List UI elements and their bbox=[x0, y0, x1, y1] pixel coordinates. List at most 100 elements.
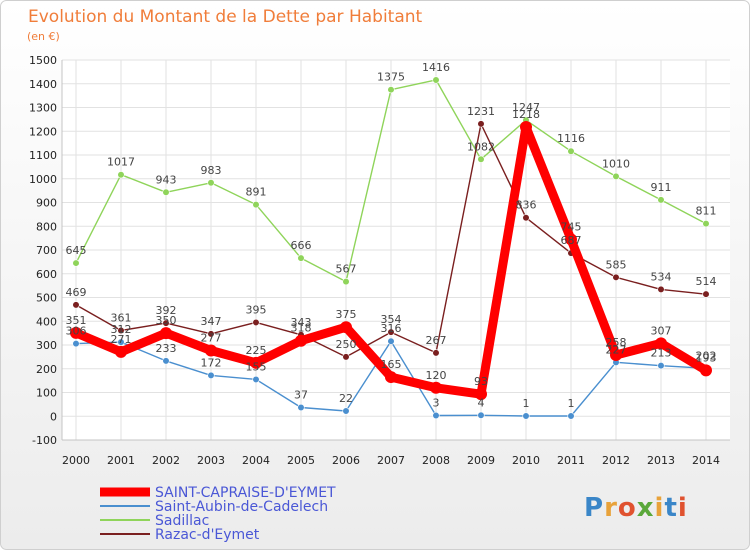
data-point bbox=[387, 328, 395, 336]
data-label: 350 bbox=[156, 314, 177, 327]
data-point bbox=[160, 327, 172, 340]
data-label: 585 bbox=[606, 258, 627, 271]
proxiti-logo: Proxiti bbox=[584, 493, 688, 523]
data-label: 316 bbox=[381, 322, 402, 335]
data-point bbox=[162, 319, 170, 327]
data-point bbox=[522, 412, 530, 420]
data-point bbox=[702, 220, 710, 228]
x-tick-label: 2007 bbox=[377, 454, 405, 467]
data-label: 1017 bbox=[107, 156, 135, 169]
x-tick-label: 2005 bbox=[287, 454, 315, 467]
data-point bbox=[162, 188, 170, 196]
y-tick-label: 0 bbox=[50, 410, 57, 423]
chart-subtitle: (en €) bbox=[27, 30, 60, 43]
data-point bbox=[207, 330, 215, 338]
data-label: 354 bbox=[381, 313, 402, 326]
data-label: 1218 bbox=[512, 108, 540, 121]
data-label: 22 bbox=[339, 392, 353, 405]
data-point bbox=[115, 345, 127, 358]
data-point bbox=[520, 120, 532, 133]
data-point bbox=[477, 120, 485, 128]
x-tick-label: 2010 bbox=[512, 454, 540, 467]
y-tick-label: 700 bbox=[36, 244, 57, 257]
data-label: 343 bbox=[291, 316, 312, 329]
x-tick-label: 2000 bbox=[62, 454, 90, 467]
data-label: 666 bbox=[291, 239, 312, 252]
data-label: 1375 bbox=[377, 71, 405, 84]
data-point bbox=[432, 349, 440, 357]
y-tick-label: 300 bbox=[36, 339, 57, 352]
y-tick-label: 200 bbox=[36, 363, 57, 376]
data-point bbox=[385, 371, 397, 384]
data-label: 1247 bbox=[512, 101, 540, 114]
data-point bbox=[610, 348, 622, 361]
data-point bbox=[205, 344, 217, 357]
x-tick-label: 2003 bbox=[197, 454, 225, 467]
x-tick-label: 2009 bbox=[467, 454, 495, 467]
logo-text: Proxiti bbox=[584, 493, 688, 523]
data-label: 514 bbox=[696, 275, 717, 288]
data-point bbox=[612, 273, 620, 281]
data-point bbox=[207, 179, 215, 187]
y-tick-label: 1400 bbox=[29, 78, 57, 91]
data-label: 687 bbox=[561, 234, 582, 247]
chart-title: Evolution du Montant de la Dette par Hab… bbox=[28, 7, 423, 27]
data-label: 172 bbox=[201, 356, 222, 369]
data-point bbox=[477, 155, 485, 163]
data-point bbox=[207, 371, 215, 380]
data-point bbox=[565, 233, 577, 246]
data-label: 645 bbox=[66, 244, 87, 257]
data-label: 227 bbox=[606, 343, 627, 356]
data-label: 1 bbox=[523, 397, 530, 410]
x-tick-label: 2006 bbox=[332, 454, 360, 467]
data-point bbox=[70, 326, 82, 339]
data-point bbox=[117, 338, 125, 346]
data-label: 37 bbox=[294, 388, 308, 401]
y-tick-label: 800 bbox=[36, 220, 57, 233]
data-point bbox=[475, 388, 487, 401]
data-label: 911 bbox=[651, 181, 672, 194]
x-tick-label: 2014 bbox=[692, 454, 720, 467]
data-point bbox=[295, 334, 307, 347]
data-point bbox=[252, 375, 260, 384]
data-point bbox=[387, 337, 395, 345]
series-lines bbox=[70, 76, 712, 420]
x-tick-label: 2001 bbox=[107, 454, 135, 467]
data-label: 469 bbox=[66, 286, 87, 299]
y-tick-label: 900 bbox=[36, 197, 57, 210]
y-tick-label: 1100 bbox=[29, 149, 57, 162]
data-point bbox=[567, 412, 575, 420]
legend-label: Sadillac bbox=[155, 513, 209, 529]
y-tick-label: 1000 bbox=[29, 173, 57, 186]
data-point bbox=[252, 318, 260, 327]
data-label: 1231 bbox=[467, 105, 495, 118]
legend: SAINT-CAPRAISE-D'EYMETSaint-Aubin-de-Cad… bbox=[100, 485, 336, 543]
data-label: 271 bbox=[111, 333, 132, 346]
data-label: 213 bbox=[651, 347, 672, 360]
legend-label: Saint-Aubin-de-Cadelech bbox=[155, 499, 328, 515]
data-label: 891 bbox=[246, 186, 267, 199]
data-point bbox=[657, 362, 665, 370]
data-point bbox=[702, 290, 710, 298]
data-label: 307 bbox=[651, 324, 672, 337]
data-point bbox=[657, 196, 665, 204]
data-label: 745 bbox=[561, 220, 582, 233]
data-label: 277 bbox=[201, 331, 222, 344]
data-label: 318 bbox=[291, 322, 312, 335]
data-point bbox=[72, 339, 80, 348]
data-label: 347 bbox=[201, 315, 222, 328]
data-point bbox=[477, 411, 485, 419]
x-tick-label: 2004 bbox=[242, 454, 270, 467]
y-tick-label: 1500 bbox=[29, 54, 57, 67]
data-label: 267 bbox=[426, 334, 447, 347]
y-tick-label: -100 bbox=[32, 434, 57, 447]
data-point bbox=[117, 171, 125, 179]
data-labels: 351 271 350 277 225 318 375 165 120 93 1218 745 258 3… bbox=[66, 61, 717, 410]
x-tick-label: 2008 bbox=[422, 454, 450, 467]
data-label: 233 bbox=[156, 342, 177, 355]
data-label: 306 bbox=[66, 325, 87, 338]
data-label: 351 bbox=[66, 314, 87, 327]
data-point bbox=[432, 411, 440, 420]
